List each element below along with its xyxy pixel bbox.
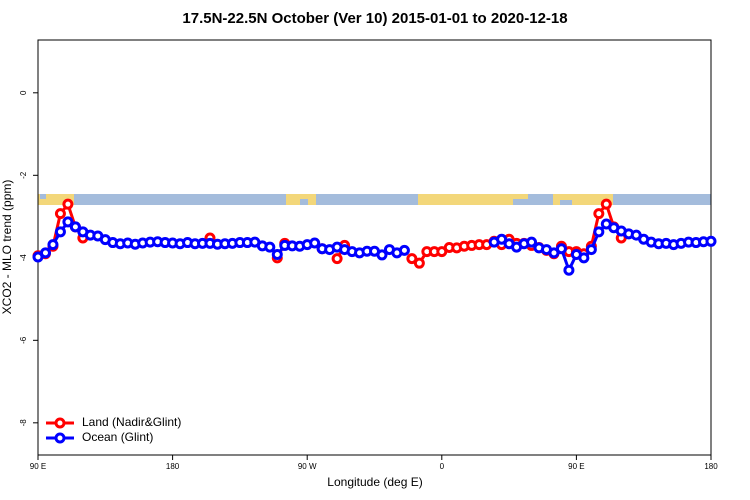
data-point [526, 236, 538, 248]
data-point [413, 257, 425, 269]
data-point [496, 233, 508, 245]
data-point [406, 253, 418, 265]
data-point [331, 253, 343, 265]
legend-marker [54, 432, 66, 444]
data-point [593, 226, 605, 238]
data-point [62, 198, 74, 210]
data-point [54, 226, 66, 238]
data-point [600, 198, 612, 210]
x-tick-label: 180 [166, 462, 180, 471]
plot-frame [37, 39, 712, 456]
data-point [705, 235, 717, 247]
data-point [271, 249, 283, 261]
data-point [563, 264, 575, 276]
data-point [578, 252, 590, 264]
data-point [398, 244, 410, 256]
data-point [39, 247, 51, 259]
data-point [264, 241, 276, 253]
x-tick-label: 180 [704, 462, 718, 471]
data-point [69, 221, 81, 233]
x-tick-label: 90 E [30, 462, 46, 471]
data-point [62, 216, 74, 228]
y-tick-label: -6 [19, 336, 28, 344]
x-axis-label: Longitude (deg E) [327, 475, 422, 489]
legend-label: Ocean (Glint) [82, 430, 153, 444]
chart-title: 17.5N-22.5N October (Ver 10) 2015-01-01 … [182, 10, 567, 27]
y-tick-label: -4 [19, 254, 28, 262]
x-tick-label: 90 E [568, 462, 584, 471]
y-tick-label: -8 [19, 419, 28, 427]
legend-label: Land (Nadir&Glint) [82, 415, 181, 429]
data-point [309, 237, 321, 249]
data-point [555, 243, 567, 255]
y-tick-label: 0 [19, 90, 28, 95]
data-point [585, 244, 597, 256]
x-tick-label: 90 W [298, 462, 317, 471]
y-tick-label: -2 [19, 171, 28, 179]
data-point [54, 208, 66, 220]
data-point [593, 208, 605, 220]
legend-marker [54, 417, 66, 429]
map-strip [38, 194, 711, 205]
data-point [376, 249, 388, 261]
y-axis-label: XCO2 - MLO trend (ppm) [0, 180, 14, 315]
data-point [47, 239, 59, 251]
x-tick-label: 0 [440, 462, 445, 471]
